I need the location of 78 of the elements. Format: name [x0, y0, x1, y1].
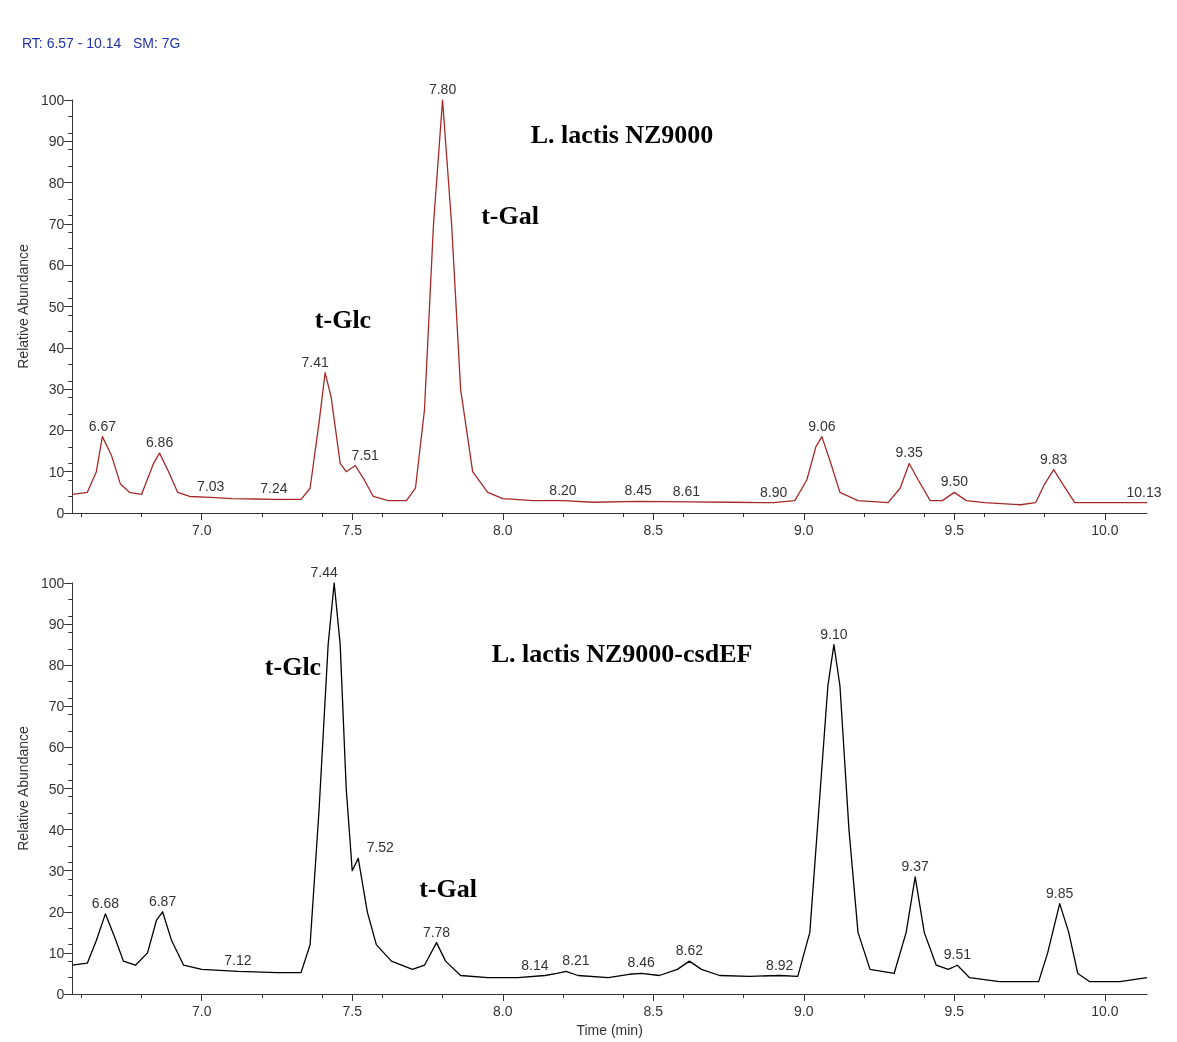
- x-tick-label: 9.5: [944, 1003, 965, 1019]
- text: L. lactis NZ9000-csdEF: [491, 638, 753, 668]
- y-tick-label: 70: [48, 215, 65, 232]
- line-series: [71, 582, 1148, 983]
- annotation: t-Glc: [314, 304, 372, 334]
- annotation: 7.12: [224, 952, 252, 969]
- annotation: t-Gal: [419, 873, 477, 903]
- annotation: 9.35: [895, 444, 924, 461]
- y-tick-label: 0: [56, 986, 65, 1002]
- x-tick-label: 10.0: [1091, 1003, 1119, 1019]
- annotation: 9.10: [820, 625, 848, 642]
- annotation: 7.24: [260, 480, 288, 497]
- annotation: 9.85: [1046, 884, 1074, 901]
- x-tick-label: 7.0: [191, 1003, 212, 1019]
- y-tick-label: 60: [48, 739, 65, 756]
- annotation: 7.51: [351, 446, 380, 463]
- x-axis-title: Time (min): [576, 1021, 643, 1038]
- y-tick-label: 40: [48, 339, 65, 356]
- x-tick-label: 7.5: [342, 1003, 363, 1019]
- annotation: 7.78: [422, 923, 451, 940]
- y-tick-label: 20: [48, 903, 65, 920]
- y-tick-label: 80: [48, 174, 65, 191]
- y-tick-label: 60: [48, 257, 65, 274]
- annotation: 6.67: [88, 417, 117, 434]
- annotation: 8.14: [521, 956, 549, 973]
- annotation: 7.41: [301, 353, 329, 370]
- y-tick-label: 30: [48, 862, 65, 879]
- annotation: 6.87: [148, 892, 177, 909]
- chart-subtitle: RT: 6.57 - 10.14 SM: 7G: [22, 35, 181, 51]
- y-axis-title: Relative Abundance: [15, 244, 31, 369]
- y-tick-label: 10: [48, 944, 65, 961]
- annotation: t-Glc: [264, 651, 322, 681]
- y-tick-label: 70: [48, 698, 65, 715]
- annotation: 7.03: [197, 478, 225, 495]
- annotation: 7.80: [428, 81, 457, 97]
- annotation: 9.83: [1040, 450, 1068, 467]
- text: L. lactis NZ9000: [530, 119, 714, 149]
- y-tick-label: 40: [48, 821, 65, 838]
- annotation: 8.62: [675, 942, 704, 959]
- annotation: 8.92: [766, 956, 794, 973]
- y-tick-label: 0: [56, 505, 65, 521]
- annotation: 9.50: [940, 473, 969, 490]
- x-tick-label: 7.5: [342, 522, 363, 538]
- y-tick-label: 100: [40, 92, 65, 108]
- x-tick-label: 7.0: [191, 522, 212, 538]
- x-tick-label: 8.5: [643, 522, 664, 538]
- annotation: 7.44: [310, 564, 339, 580]
- annotation: t-Gal: [481, 200, 539, 230]
- annotation: 9.06: [808, 417, 836, 434]
- x-tick-label: 8.0: [493, 1003, 513, 1019]
- x-tick-label: 8.5: [643, 1003, 664, 1019]
- annotation: 6.86: [145, 434, 174, 451]
- annotation: 8.45: [624, 482, 653, 499]
- y-tick-label: 30: [48, 381, 65, 398]
- annotation: 10.13: [1126, 483, 1162, 500]
- annotation: 8.21: [562, 952, 590, 969]
- x-tick-label: 9.0: [794, 522, 814, 538]
- annotation: 6.68: [91, 894, 120, 911]
- y-tick-label: 90: [48, 133, 65, 150]
- annotation: 8.46: [627, 954, 656, 971]
- annotation: 9.37: [901, 857, 930, 874]
- y-axis-title: Relative Abundance: [15, 726, 31, 851]
- x-tick-label: 10.0: [1091, 522, 1119, 538]
- annotation: 8.20: [549, 481, 577, 498]
- annotation: 7.52: [366, 839, 395, 856]
- y-tick-label: 20: [48, 422, 65, 439]
- y-tick-label: 90: [48, 616, 65, 633]
- y-tick-label: 50: [48, 298, 65, 315]
- y-tick-label: 50: [48, 780, 65, 797]
- x-tick-label: 9.5: [944, 522, 965, 538]
- annotation: 8.90: [760, 483, 788, 500]
- y-tick-label: 100: [40, 575, 65, 591]
- x-tick-label: 8.0: [493, 522, 513, 538]
- annotation: 8.61: [672, 482, 701, 499]
- y-tick-label: 10: [48, 463, 65, 480]
- x-tick-label: 9.0: [794, 1003, 814, 1019]
- annotation: 9.51: [943, 946, 972, 963]
- y-tick-label: 80: [48, 657, 65, 674]
